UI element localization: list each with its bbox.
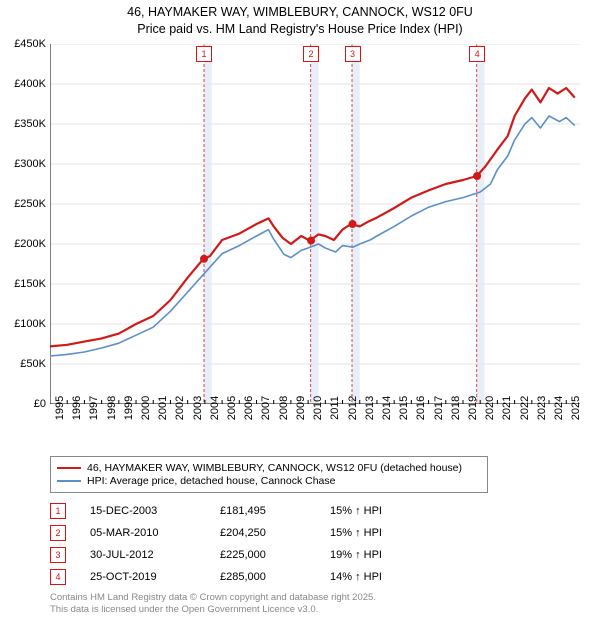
event-price: £225,000 <box>220 549 330 561</box>
x-tick-label: 2007 <box>260 396 272 420</box>
x-tick-label: 2000 <box>140 396 152 420</box>
event-price: £285,000 <box>220 571 330 583</box>
event-marker-box: 1 <box>50 503 66 519</box>
chart-event-marker: 2 <box>303 46 319 62</box>
x-tick-label: 2001 <box>157 396 169 420</box>
event-date: 30-JUL-2012 <box>90 549 220 561</box>
x-tick-label: 2020 <box>484 396 496 420</box>
x-tick-label: 2003 <box>192 396 204 420</box>
event-date: 15-DEC-2003 <box>90 505 220 517</box>
x-tick-label: 2010 <box>312 396 324 420</box>
x-tick-label: 2008 <box>278 396 290 420</box>
title-line-1: 46, HAYMAKER WAY, WIMBLEBURY, CANNOCK, W… <box>0 4 600 21</box>
y-tick-label: £150K <box>14 278 46 290</box>
event-price: £204,250 <box>220 527 330 539</box>
event-date: 05-MAR-2010 <box>90 527 220 539</box>
footer-line-1: Contains HM Land Registry data © Crown c… <box>50 592 376 604</box>
footer-text: Contains HM Land Registry data © Crown c… <box>50 592 376 616</box>
event-marker-box: 3 <box>50 547 66 563</box>
legend-label: 46, HAYMAKER WAY, WIMBLEBURY, CANNOCK, W… <box>87 462 462 474</box>
event-pct: 14% ↑ HPI <box>330 571 430 583</box>
legend-label: HPI: Average price, detached house, Cann… <box>87 475 335 487</box>
legend-swatch <box>57 467 81 469</box>
event-row: 4 25-OCT-2019 £285,000 14% ↑ HPI <box>50 566 430 588</box>
x-tick-label: 2022 <box>519 396 531 420</box>
x-tick-label: 2004 <box>209 396 221 420</box>
legend: 46, HAYMAKER WAY, WIMBLEBURY, CANNOCK, W… <box>50 456 488 493</box>
y-tick-label: £350K <box>14 118 46 130</box>
y-tick-label: £300K <box>14 158 46 170</box>
x-tick-label: 1995 <box>54 396 66 420</box>
x-tick-label: 2018 <box>450 396 462 420</box>
x-tick-label: 1996 <box>71 396 83 420</box>
events-table: 1 15-DEC-2003 £181,495 15% ↑ HPI 2 05-MA… <box>50 500 430 588</box>
legend-item: 46, HAYMAKER WAY, WIMBLEBURY, CANNOCK, W… <box>57 462 481 474</box>
event-row: 1 15-DEC-2003 £181,495 15% ↑ HPI <box>50 500 430 522</box>
y-tick-label: £100K <box>14 318 46 330</box>
y-tick-label: £0 <box>34 398 46 410</box>
y-tick-label: £200K <box>14 238 46 250</box>
x-tick-label: 2012 <box>347 396 359 420</box>
x-tick-label: 2021 <box>501 396 513 420</box>
plot-svg <box>50 44 580 404</box>
footer-line-2: This data is licensed under the Open Gov… <box>50 604 376 616</box>
x-tick-label: 2013 <box>364 396 376 420</box>
x-tick-label: 2011 <box>329 396 341 420</box>
event-price: £181,495 <box>220 505 330 517</box>
x-tick-label: 2006 <box>243 396 255 420</box>
legend-swatch <box>57 480 81 482</box>
event-row: 2 05-MAR-2010 £204,250 15% ↑ HPI <box>50 522 430 544</box>
x-tick-label: 2025 <box>570 396 582 420</box>
x-tick-label: 1998 <box>106 396 118 420</box>
x-tick-label: 2019 <box>467 396 479 420</box>
event-pct: 15% ↑ HPI <box>330 505 430 517</box>
x-tick-label: 1999 <box>123 396 135 420</box>
legend-item: HPI: Average price, detached house, Cann… <box>57 475 481 487</box>
event-marker-box: 2 <box>50 525 66 541</box>
y-tick-label: £450K <box>14 38 46 50</box>
x-tick-label: 1997 <box>88 396 100 420</box>
x-tick-label: 2014 <box>381 396 393 420</box>
x-tick-label: 2023 <box>536 396 548 420</box>
x-tick-label: 2002 <box>174 396 186 420</box>
event-pct: 19% ↑ HPI <box>330 549 430 561</box>
chart-title: 46, HAYMAKER WAY, WIMBLEBURY, CANNOCK, W… <box>0 0 600 38</box>
x-tick-label: 2005 <box>226 396 238 420</box>
event-row: 3 30-JUL-2012 £225,000 19% ↑ HPI <box>50 544 430 566</box>
event-marker-box: 4 <box>50 569 66 585</box>
chart-container: 46, HAYMAKER WAY, WIMBLEBURY, CANNOCK, W… <box>0 0 600 620</box>
x-tick-label: 2009 <box>295 396 307 420</box>
chart-event-marker: 3 <box>345 46 361 62</box>
x-tick-label: 2024 <box>553 396 565 420</box>
y-tick-label: £50K <box>20 358 46 370</box>
x-tick-label: 2016 <box>415 396 427 420</box>
y-tick-label: £250K <box>14 198 46 210</box>
title-line-2: Price paid vs. HM Land Registry's House … <box>0 21 600 38</box>
event-pct: 15% ↑ HPI <box>330 527 430 539</box>
chart-event-marker: 1 <box>196 46 212 62</box>
x-tick-label: 2017 <box>433 396 445 420</box>
chart-area: £0£50K£100K£150K£200K£250K£300K£350K£400… <box>50 44 580 404</box>
y-tick-label: £400K <box>14 78 46 90</box>
event-date: 25-OCT-2019 <box>90 571 220 583</box>
x-tick-label: 2015 <box>398 396 410 420</box>
chart-event-marker: 4 <box>469 46 485 62</box>
